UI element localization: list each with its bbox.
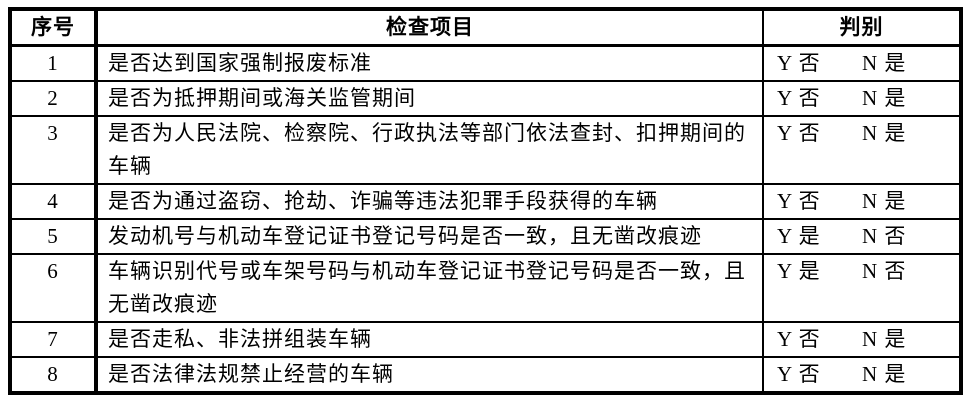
- table-row: 8 是否法律法规禁止经营的车辆 Y 否 N 是: [9, 356, 962, 394]
- header-row: 序号 检查项目 判别: [9, 8, 962, 47]
- judgment-n-option: N 否: [862, 224, 907, 248]
- row-number: 1: [9, 44, 98, 82]
- judgment-n-option: N 是: [862, 362, 907, 386]
- inspection-item: 是否走私、非法拼组装车辆: [95, 321, 764, 358]
- table-row: 5 发动机号与机动车登记证书登记号码是否一致，且无凿改痕迹 Y 是 N 否: [9, 218, 962, 255]
- header-serial-number: 序号: [9, 8, 98, 47]
- row-number: 3: [9, 115, 98, 185]
- inspection-checklist-table: 序号 检查项目 判别 1 是否达到国家强制报废标准 Y 否 N 是 2 是否为抵押…: [8, 7, 963, 395]
- judgment-n-option: N 是: [862, 51, 907, 75]
- judgment-n-option: N 是: [862, 121, 907, 145]
- row-number: 8: [9, 356, 98, 394]
- judgment-y-option: Y 否: [777, 327, 821, 351]
- inspection-item: 是否为通过盗窃、抢劫、诈骗等违法犯罪手段获得的车辆: [95, 183, 764, 220]
- judgment-y-option: Y 否: [777, 362, 821, 386]
- table-row: 4 是否为通过盗窃、抢劫、诈骗等违法犯罪手段获得的车辆 Y 否 N 是: [9, 183, 962, 220]
- row-number: 2: [9, 80, 98, 117]
- inspection-item: 是否达到国家强制报废标准: [95, 44, 764, 82]
- header-inspection-item: 检查项目: [95, 8, 764, 47]
- judgment-y-option: Y 否: [777, 51, 821, 75]
- judgment-y-option: Y 否: [777, 121, 821, 145]
- table-row: 7 是否走私、非法拼组装车辆 Y 否 N 是: [9, 321, 962, 358]
- judgment-n-option: N 否: [862, 259, 907, 283]
- table-row: 1 是否达到国家强制报废标准 Y 否 N 是: [9, 44, 962, 82]
- inspection-item: 是否为人民法院、检察院、行政执法等部门依法查封、扣押期间的车辆: [95, 115, 764, 185]
- judgment-y-option: Y 否: [777, 189, 821, 213]
- table-row: 3 是否为人民法院、检察院、行政执法等部门依法查封、扣押期间的车辆 Y 否 N 是: [9, 115, 962, 185]
- judgment-n-option: N 是: [862, 86, 907, 110]
- table-row: 2 是否为抵押期间或海关监管期间 Y 否 N 是: [9, 80, 962, 117]
- inspection-item: 是否为抵押期间或海关监管期间: [95, 80, 764, 117]
- inspection-item: 是否法律法规禁止经营的车辆: [95, 356, 764, 394]
- row-number: 6: [9, 253, 98, 323]
- judgment-y-option: Y 是: [777, 259, 821, 283]
- judgment-y-option: Y 否: [777, 86, 821, 110]
- inspection-item: 车辆识别代号或车架号码与机动车登记证书登记号码是否一致，且无凿改痕迹: [95, 253, 764, 323]
- row-number: 5: [9, 218, 98, 255]
- table-row: 6 车辆识别代号或车架号码与机动车登记证书登记号码是否一致，且无凿改痕迹 Y 是…: [9, 253, 962, 323]
- table-body: 1 是否达到国家强制报废标准 Y 否 N 是 2 是否为抵押期间或海关监管期间 Y…: [9, 44, 962, 394]
- judgment-n-option: N 是: [862, 327, 907, 351]
- header-judgment: 判别: [762, 8, 962, 47]
- inspection-item: 发动机号与机动车登记证书登记号码是否一致，且无凿改痕迹: [95, 218, 764, 255]
- judgment-y-option: Y 是: [777, 224, 821, 248]
- judgment-n-option: N 是: [862, 189, 907, 213]
- row-number: 4: [9, 183, 98, 220]
- table-header: 序号 检查项目 判别: [9, 8, 962, 47]
- row-number: 7: [9, 321, 98, 358]
